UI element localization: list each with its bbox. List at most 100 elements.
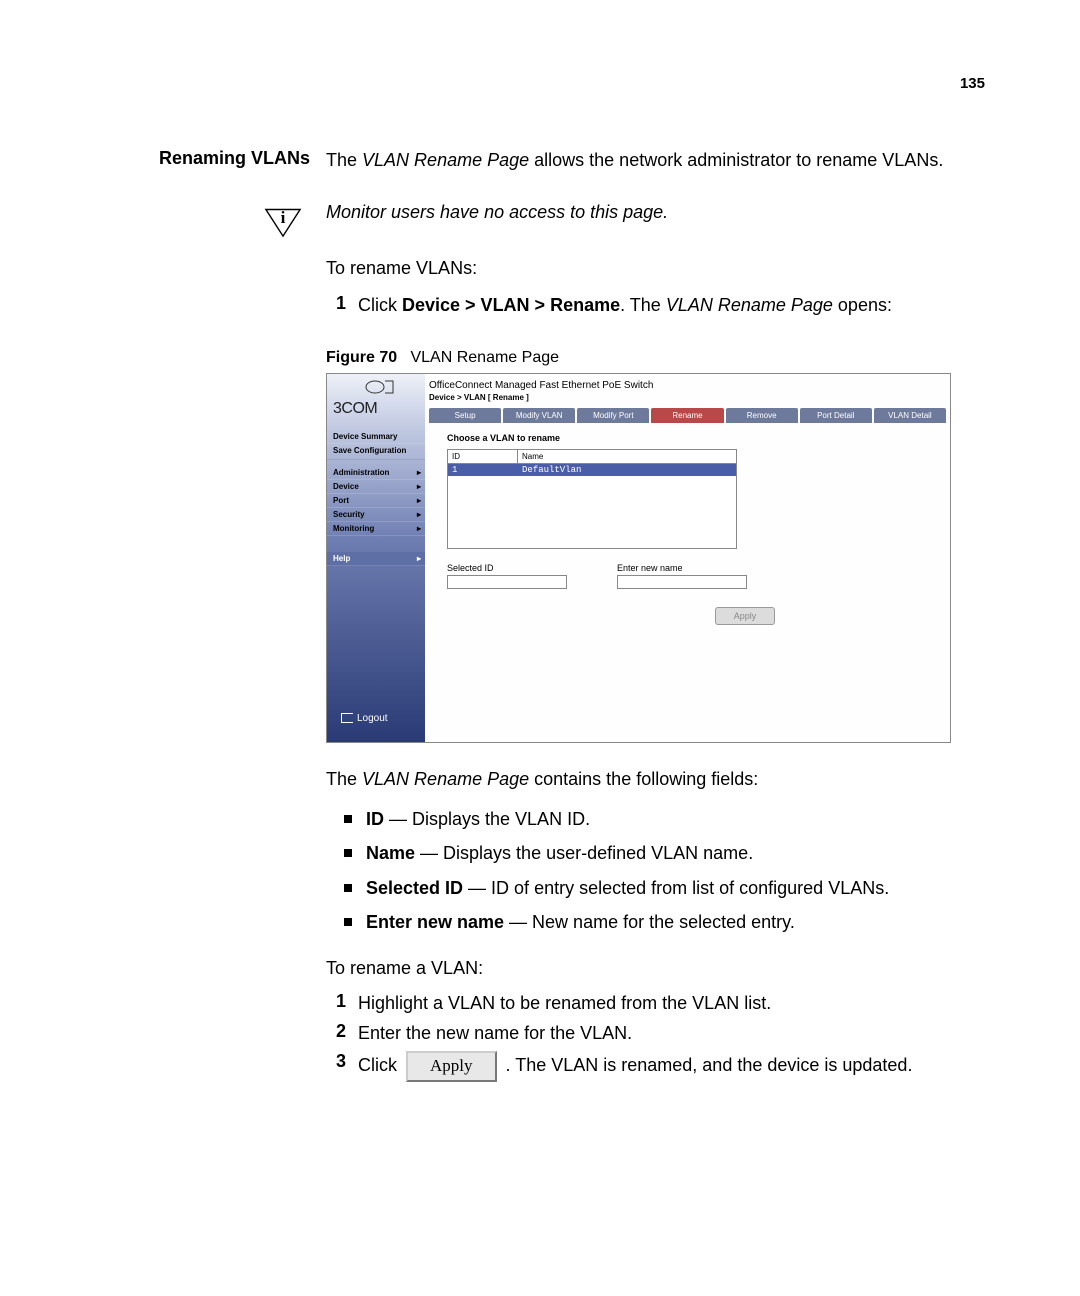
lead-in: To rename VLANs: bbox=[326, 256, 970, 280]
intro-prefix: The bbox=[326, 150, 362, 170]
bullet-icon bbox=[344, 815, 352, 823]
sidebar-item-monitoring[interactable]: Monitoring ▸ bbox=[327, 522, 425, 536]
logout-label: Logout bbox=[357, 713, 388, 724]
apply-button[interactable]: Apply bbox=[715, 607, 775, 625]
monitor-note: Monitor users have no access to this pag… bbox=[326, 200, 970, 224]
sidebar-item-administration[interactable]: Administration ▸ bbox=[327, 466, 425, 480]
chevron-right-icon: ▸ bbox=[417, 510, 421, 519]
list-item: Name — Displays the user-defined VLAN na… bbox=[326, 841, 970, 865]
shot-sidebar: 3COM Device Summary Save Configuration A… bbox=[327, 374, 425, 742]
chevron-right-icon: ▸ bbox=[417, 468, 421, 477]
lbl: Monitoring bbox=[333, 524, 374, 533]
lbl: Help bbox=[333, 554, 350, 563]
t: Device > VLAN > Rename bbox=[402, 295, 620, 315]
lbl: Administration bbox=[333, 468, 389, 477]
sidebar-item-port[interactable]: Port ▸ bbox=[327, 494, 425, 508]
lbl: Port bbox=[333, 496, 349, 505]
field-name: Name bbox=[366, 843, 415, 863]
step-text: Click Device > VLAN > Rename. The VLAN R… bbox=[358, 293, 970, 317]
apply-button-inline: Apply bbox=[406, 1051, 497, 1082]
t: . The bbox=[620, 295, 666, 315]
tab-rename[interactable]: Rename bbox=[651, 408, 723, 423]
logout-button[interactable]: Logout bbox=[341, 713, 388, 724]
tab-modify-vlan[interactable]: Modify VLAN bbox=[503, 408, 575, 423]
table-row[interactable]: 1 DefaultVlan bbox=[448, 464, 736, 476]
figure-caption: VLAN Rename Page bbox=[410, 349, 559, 366]
t: contains the following fields: bbox=[529, 769, 758, 789]
t: Click bbox=[358, 295, 402, 315]
tab-remove[interactable]: Remove bbox=[726, 408, 798, 423]
field-list: ID — Displays the VLAN ID. Name — Displa… bbox=[326, 807, 970, 934]
t: VLAN Rename Page bbox=[362, 769, 529, 789]
sidebar-item-security[interactable]: Security ▸ bbox=[327, 508, 425, 522]
step-text: Click Apply . The VLAN is renamed, and t… bbox=[358, 1051, 970, 1082]
list-item: Selected ID — ID of entry selected from … bbox=[326, 876, 970, 900]
field-desc: — ID of entry selected from list of conf… bbox=[463, 878, 889, 898]
field-name: Enter new name bbox=[366, 912, 504, 932]
new-name-label: Enter new name bbox=[617, 563, 747, 573]
t: . The VLAN is renamed, and the device is… bbox=[506, 1055, 913, 1075]
t: VLAN Rename Page bbox=[666, 295, 833, 315]
bullet-icon bbox=[344, 884, 352, 892]
cell-id: 1 bbox=[448, 464, 518, 476]
intro-suffix: allows the network administrator to rena… bbox=[529, 150, 943, 170]
col-name: Name bbox=[518, 450, 736, 463]
tab-port-detail[interactable]: Port Detail bbox=[800, 408, 872, 423]
list-item: Enter new name — New name for the select… bbox=[326, 910, 970, 934]
selected-id-field bbox=[447, 575, 567, 589]
section-heading: Renaming VLANs bbox=[159, 148, 310, 168]
logo-icon bbox=[365, 378, 395, 398]
field-name: Selected ID bbox=[366, 878, 463, 898]
col-id: ID bbox=[448, 450, 518, 463]
step-number: 2 bbox=[326, 1021, 346, 1045]
chevron-right-icon: ▸ bbox=[417, 496, 421, 505]
step-number: 3 bbox=[326, 1051, 346, 1082]
tab-setup[interactable]: Setup bbox=[429, 408, 501, 423]
lbl: Security bbox=[333, 510, 365, 519]
sidebar-save-config[interactable]: Save Configuration bbox=[327, 444, 425, 460]
chevron-right-icon: ▸ bbox=[417, 554, 421, 563]
tab-bar: Setup Modify VLAN Modify Port Rename Rem… bbox=[425, 408, 950, 423]
intro-paragraph: The VLAN Rename Page allows the network … bbox=[326, 148, 970, 172]
procedure-lead: To rename a VLAN: bbox=[326, 956, 970, 980]
tab-vlan-detail[interactable]: VLAN Detail bbox=[874, 408, 946, 423]
step-number: 1 bbox=[326, 293, 346, 317]
selected-id-label: Selected ID bbox=[447, 563, 567, 573]
list-item: ID — Displays the VLAN ID. bbox=[326, 807, 970, 831]
bullet-icon bbox=[344, 918, 352, 926]
t: Click bbox=[358, 1055, 397, 1075]
t: opens: bbox=[833, 295, 892, 315]
vlan-rename-screenshot: 3COM Device Summary Save Configuration A… bbox=[326, 373, 951, 743]
field-desc: — Displays the VLAN ID. bbox=[384, 809, 590, 829]
breadcrumb: Device > VLAN [ Rename ] bbox=[425, 391, 950, 408]
bullet-icon bbox=[344, 849, 352, 857]
brand-text: 3COM bbox=[333, 400, 377, 418]
figure-label: Figure 70 VLAN Rename Page bbox=[326, 349, 970, 367]
chevron-right-icon: ▸ bbox=[417, 482, 421, 491]
tab-modify-port[interactable]: Modify Port bbox=[577, 408, 649, 423]
sidebar-device-summary[interactable]: Device Summary bbox=[327, 430, 425, 444]
vlan-list[interactable]: ID Name 1 DefaultVlan bbox=[447, 449, 737, 549]
logout-icon bbox=[341, 713, 353, 723]
field-desc: — Displays the user-defined VLAN name. bbox=[415, 843, 753, 863]
choose-label: Choose a VLAN to rename bbox=[447, 433, 928, 443]
t: The bbox=[326, 769, 362, 789]
figure-num: Figure 70 bbox=[326, 349, 397, 366]
step-text: Enter the new name for the VLAN. bbox=[358, 1021, 970, 1045]
intro-em: VLAN Rename Page bbox=[362, 150, 529, 170]
new-name-input[interactable] bbox=[617, 575, 747, 589]
lbl: Device bbox=[333, 482, 359, 491]
page-number: 135 bbox=[960, 75, 985, 92]
svg-text:i: i bbox=[281, 208, 286, 227]
field-desc: — New name for the selected entry. bbox=[504, 912, 795, 932]
step-number: 1 bbox=[326, 991, 346, 1015]
sidebar-item-device[interactable]: Device ▸ bbox=[327, 480, 425, 494]
cell-name: DefaultVlan bbox=[518, 464, 736, 476]
shot-main: OfficeConnect Managed Fast Ethernet PoE … bbox=[425, 374, 950, 742]
sidebar-item-help[interactable]: Help ▸ bbox=[327, 552, 425, 566]
chevron-right-icon: ▸ bbox=[417, 524, 421, 533]
step-text: Highlight a VLAN to be renamed from the … bbox=[358, 991, 970, 1015]
field-name: ID bbox=[366, 809, 384, 829]
info-icon: i bbox=[264, 200, 302, 238]
device-title: OfficeConnect Managed Fast Ethernet PoE … bbox=[425, 374, 950, 391]
